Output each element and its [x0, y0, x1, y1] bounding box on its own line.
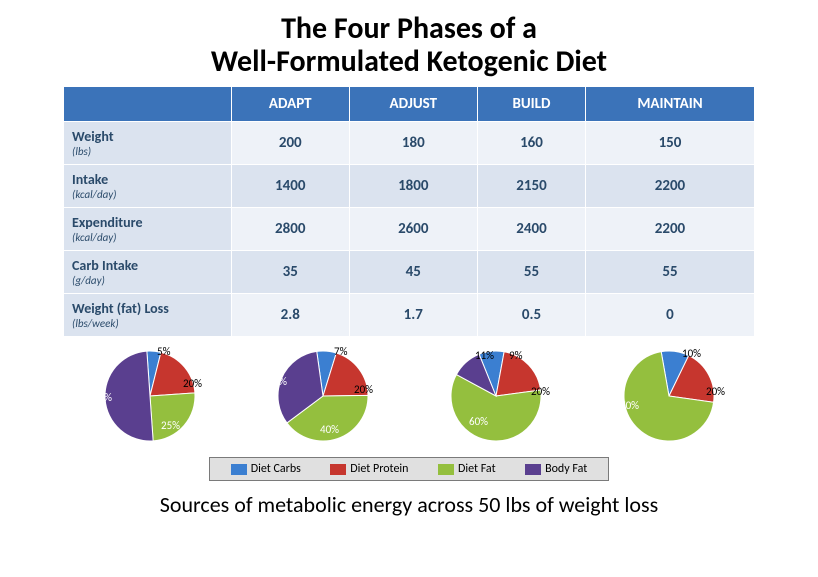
row-header: Intake (kcal/day) — [64, 165, 232, 208]
page-title: The Four Phases of a Well-Formulated Ket… — [0, 0, 818, 86]
table-cell: 2150 — [478, 165, 586, 208]
pie-slice-label: 40% — [320, 423, 339, 436]
row-header: Weight (fat) Loss (lbs/week) — [64, 294, 232, 337]
pie-chart-svg: 9% 20% 60% 11% — [421, 341, 571, 451]
table-cell: 200 — [232, 122, 350, 165]
table-cell: 0 — [585, 294, 754, 337]
phases-table: ADAPTADJUSTBUILDMAINTAIN Weight (lbs)200… — [63, 86, 755, 337]
phases-table-wrap: ADAPTADJUSTBUILDMAINTAIN Weight (lbs)200… — [63, 86, 755, 337]
pie-chart: 9% 20% 60% 11% — [421, 341, 571, 451]
legend-item: Body Fat — [525, 462, 587, 476]
table-cell: 150 — [585, 122, 754, 165]
table-cell: 2800 — [232, 208, 350, 251]
pie-slice-label: 33% — [268, 375, 287, 388]
table-cell: 2200 — [585, 208, 754, 251]
footer-caption: Sources of metabolic energy across 50 lb… — [0, 481, 818, 518]
legend-item: Diet Carbs — [231, 462, 301, 476]
table-body: Weight (lbs)200180160150Intake (kcal/day… — [64, 122, 755, 337]
pie-slice-label: 70% — [620, 399, 639, 412]
pie-chart: 10% 20% 70% — [594, 341, 744, 451]
legend-item: Diet Protein — [330, 462, 408, 476]
chart-legend: Diet Carbs Diet Protein Diet Fat Body Fat — [209, 457, 609, 481]
legend-swatch — [231, 464, 247, 475]
column-header: ADJUST — [349, 87, 478, 122]
table-cell: 2.8 — [232, 294, 350, 337]
pie-slice-label: 10% — [682, 347, 701, 360]
table-cell: 55 — [478, 251, 586, 294]
table-cell: 2400 — [478, 208, 586, 251]
row-header: Carb Intake (g/day) — [64, 251, 232, 294]
pie-slice-label: 9% — [509, 349, 523, 362]
legend-label: Diet Protein — [350, 462, 408, 476]
table-cell: 1400 — [232, 165, 350, 208]
pie-slice-label: 20% — [354, 383, 373, 396]
table-cell: 2600 — [349, 208, 478, 251]
table-row: Carb Intake (g/day)35455555 — [64, 251, 755, 294]
pie-slice-label: 60% — [469, 415, 488, 428]
pie-slice-label: 50% — [93, 391, 112, 404]
pie-slice-label: 20% — [706, 385, 725, 398]
column-header: ADAPT — [232, 87, 350, 122]
legend-item: Diet Fat — [438, 462, 496, 476]
table-row: Weight (fat) Loss (lbs/week)2.81.70.50 — [64, 294, 755, 337]
pie-chart-svg: 10% 20% 70% — [594, 341, 744, 451]
table-cell: 1800 — [349, 165, 478, 208]
legend-swatch — [438, 464, 454, 475]
pie-chart: 7% 20% 40% 33% — [248, 341, 398, 451]
row-header: Weight (lbs) — [64, 122, 232, 165]
pie-slice-label: 7% — [334, 345, 348, 358]
table-cell: 2200 — [585, 165, 754, 208]
table-cell: 1.7 — [349, 294, 478, 337]
table-header: ADAPTADJUSTBUILDMAINTAIN — [64, 87, 755, 122]
pie-charts-row: 5%20%25%50%7%20%40%33%9%20%60%11%10%20%7… — [63, 341, 755, 451]
pie-slice-label: 5% — [157, 345, 171, 358]
pie-slice-label: 25% — [161, 419, 180, 432]
legend-swatch — [525, 464, 541, 475]
pie-slice-label: 20% — [183, 377, 202, 390]
table-corner-cell — [64, 87, 232, 122]
table-cell: 180 — [349, 122, 478, 165]
pie-slice — [150, 393, 195, 441]
row-header: Expenditure (kcal/day) — [64, 208, 232, 251]
table-row: Intake (kcal/day)1400180021502200 — [64, 165, 755, 208]
legend-label: Diet Carbs — [251, 462, 301, 476]
pie-chart-svg: 7% 20% 40% 33% — [248, 341, 398, 451]
legend-label: Body Fat — [545, 462, 587, 476]
pie-slice-label: 11% — [475, 349, 494, 362]
title-line-1: The Four Phases of a — [0, 12, 818, 45]
legend-swatch — [330, 464, 346, 475]
pie-slice — [105, 351, 153, 441]
table-cell: 45 — [349, 251, 478, 294]
table-cell: 160 — [478, 122, 586, 165]
pie-slice-label: 20% — [531, 385, 550, 398]
column-header: BUILD — [478, 87, 586, 122]
pie-chart-svg: 5% 20% 25% 50% — [75, 341, 225, 451]
column-header: MAINTAIN — [585, 87, 754, 122]
table-cell: 0.5 — [478, 294, 586, 337]
table-cell: 35 — [232, 251, 350, 294]
legend-label: Diet Fat — [458, 462, 496, 476]
title-line-2: Well-Formulated Ketogenic Diet — [0, 45, 818, 78]
table-row: Expenditure (kcal/day)2800260024002200 — [64, 208, 755, 251]
pie-chart: 5% 20% 25% 50% — [75, 341, 225, 451]
table-row: Weight (lbs)200180160150 — [64, 122, 755, 165]
table-cell: 55 — [585, 251, 754, 294]
